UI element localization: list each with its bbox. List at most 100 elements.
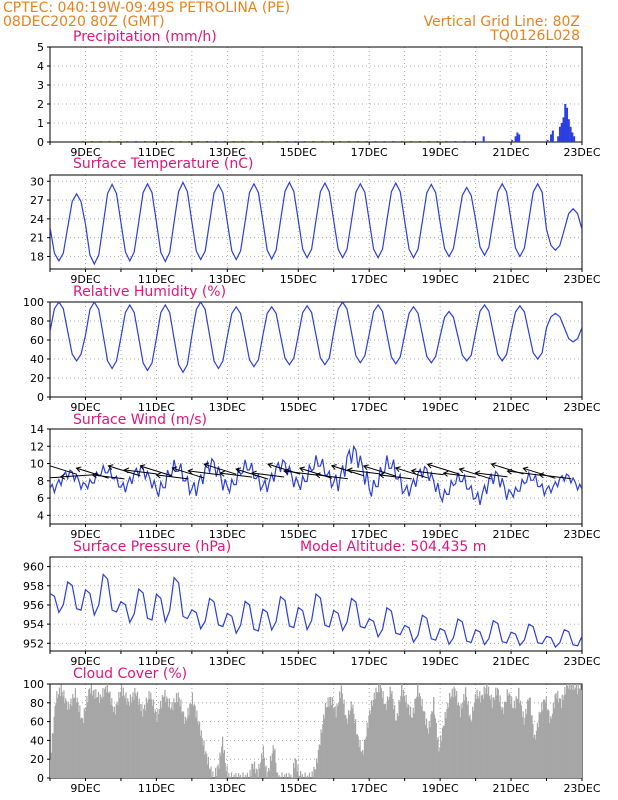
cloud-bar	[362, 754, 365, 778]
cloud-bar	[506, 689, 508, 778]
precip-bar	[454, 141, 457, 142]
cloud-bar	[275, 762, 277, 778]
rh-xtick-label: 21DEC	[493, 401, 530, 414]
cloud-bar	[284, 774, 286, 778]
cloud-bar	[334, 706, 336, 778]
cloud-bar	[397, 716, 399, 778]
cloud-bar	[478, 698, 480, 778]
wind-vector	[172, 467, 205, 479]
cloud-bar	[122, 687, 124, 778]
cloud-bar	[96, 697, 98, 778]
cloud-bar	[540, 712, 542, 778]
cloud-bar	[426, 728, 429, 778]
cloud-bar	[337, 706, 339, 778]
cloud-bar	[571, 684, 573, 778]
cloud-bar	[345, 715, 347, 778]
cloud-bar	[561, 694, 563, 778]
cloud-bar	[396, 713, 398, 778]
cloud-bar	[179, 706, 181, 778]
cloud-bar	[95, 688, 97, 778]
precip-bar	[303, 141, 306, 142]
cloud-bar	[102, 687, 104, 778]
precip-bar	[108, 141, 111, 142]
cloud-bar	[165, 701, 167, 778]
cloud-bar	[543, 699, 546, 778]
cloud-bar	[449, 692, 451, 778]
cloud-bar	[73, 697, 76, 778]
cloud-bar	[352, 704, 354, 778]
cloud-bar	[410, 717, 413, 778]
cloud-bar	[164, 689, 166, 778]
wind-vector	[220, 472, 253, 478]
cloud-bar	[256, 769, 258, 778]
cloud-bar	[96, 697, 99, 778]
cloud-bar	[496, 687, 499, 778]
wind-vector-head	[474, 470, 481, 477]
cloud-bar	[194, 705, 196, 778]
cloud-bar	[381, 697, 383, 778]
wind-vector	[443, 472, 476, 478]
cloud-bar	[485, 687, 487, 778]
precip-bar	[365, 141, 368, 142]
cloud-bar	[189, 703, 191, 778]
pressure-ytick-label: 958	[23, 580, 44, 593]
rh-xtick-label: 15DEC	[280, 401, 317, 414]
cloud-bar	[437, 737, 439, 778]
cloud-bar	[222, 753, 225, 778]
cloud-bar	[454, 688, 456, 778]
cloud-bar	[72, 694, 74, 778]
cloud-bar	[528, 698, 530, 778]
cloud-bar	[434, 718, 437, 778]
cloud-bar	[272, 745, 274, 778]
cloud-xtick-label: 11DEC	[138, 782, 175, 795]
cloud-bar	[104, 686, 107, 778]
cloud-bar	[406, 707, 408, 778]
cloud-bar	[103, 696, 105, 778]
wind-xtick-label: 9DEC	[70, 528, 100, 541]
cloud-bar	[170, 707, 172, 778]
cloud-bar	[327, 697, 329, 778]
header-run-time: 08DEC2020 80Z (GMT)	[3, 14, 165, 30]
cloud-bar	[88, 689, 90, 778]
cloud-bar	[214, 767, 217, 778]
cloud-bar	[372, 700, 374, 778]
header-grid-line: Vertical Grid Line: 80Z	[424, 14, 580, 30]
cloud-bar	[276, 772, 279, 778]
cloud-bar	[206, 764, 209, 778]
cloud-bar	[427, 733, 429, 778]
precip-bar	[566, 107, 569, 142]
precip-bar	[321, 141, 324, 142]
cloud-bar	[510, 704, 512, 778]
cloud-bar	[249, 769, 251, 778]
cloud-bar	[69, 704, 71, 778]
rh-frame	[49, 301, 583, 398]
wind-vector-head	[59, 473, 66, 480]
cloud-bar	[394, 720, 397, 778]
cloud-bar	[415, 698, 417, 778]
precip-bar	[551, 130, 554, 142]
cloud-bar	[132, 692, 134, 778]
cloud-bar	[456, 690, 458, 778]
cloud-bar	[484, 693, 486, 778]
pressure-line	[50, 573, 582, 649]
cloud-bar	[579, 689, 581, 778]
precip-xtick-label: 9DEC	[70, 146, 100, 159]
wind-vector-head	[458, 467, 465, 474]
cloud-bar	[450, 696, 452, 778]
rh-panel: 0 20 40 60 80 100 9DEC 11DEC 13DEC 15DEC 17DEC 19DE…	[23, 296, 601, 414]
cloud-bar	[220, 755, 222, 778]
cloud-bar	[161, 695, 163, 778]
cloud-bar	[51, 733, 53, 778]
cloud-bar	[393, 709, 395, 778]
precip-title: Precipitation (mm/h)	[73, 29, 217, 45]
cloud-bar	[63, 690, 65, 778]
cloud-bar	[569, 689, 571, 778]
cloud-bar	[532, 724, 534, 778]
cloud-bar	[185, 720, 187, 778]
cloud-bar	[218, 768, 220, 778]
cloud-bar	[259, 768, 261, 778]
wind-vector-head	[75, 466, 82, 473]
wind-line	[50, 444, 582, 506]
cloud-bar	[364, 739, 366, 778]
